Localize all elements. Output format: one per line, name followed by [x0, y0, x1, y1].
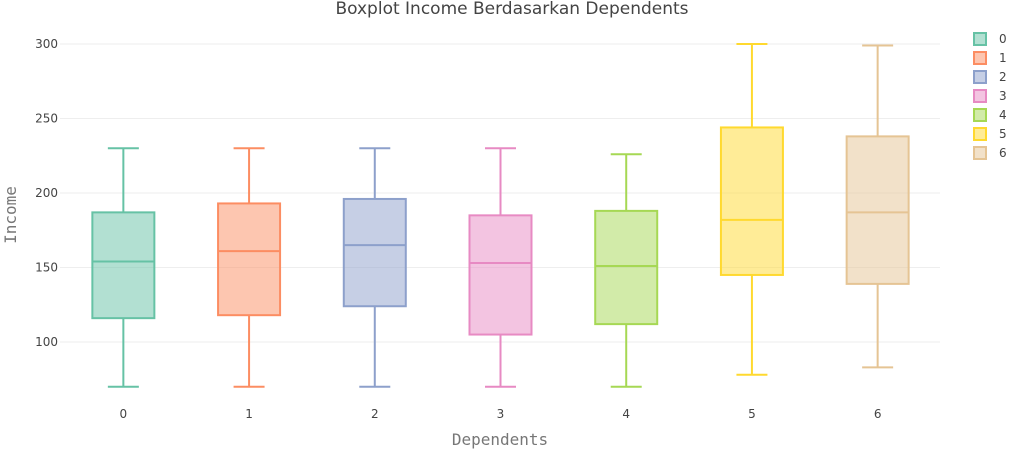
x-tick-label: 3 [497, 407, 505, 421]
iqr-box [594, 209, 659, 326]
y-tick-label: 150 [35, 261, 58, 275]
iqr-box [91, 211, 156, 320]
x-tick-label: 4 [622, 407, 630, 421]
iqr-box [468, 214, 533, 336]
y-tick-label: 250 [35, 112, 58, 126]
legend-label: 3 [999, 89, 1007, 103]
chart-title: Boxplot Income Berdasarkan Dependents [335, 0, 688, 19]
box-6 [845, 44, 910, 369]
legend-swatch [973, 127, 987, 141]
y-axis-title: Income [1, 186, 20, 244]
legend-label: 5 [999, 127, 1007, 141]
legend-swatch [973, 146, 987, 160]
legend-swatch [973, 89, 987, 103]
x-tick-label: 2 [371, 407, 379, 421]
y-tick-label: 100 [35, 335, 58, 349]
box-5 [719, 43, 784, 376]
y-tick-label: 300 [35, 37, 58, 51]
legend-item-1[interactable]: 1 [973, 51, 1007, 65]
box-2 [342, 147, 407, 388]
box-1 [217, 147, 282, 388]
box-0 [91, 147, 156, 388]
iqr-box [845, 135, 910, 285]
legend: 0 1 2 3 4 5 6 [973, 32, 1007, 160]
legend-label: 1 [999, 51, 1007, 65]
legend-label: 4 [999, 108, 1007, 122]
x-axis-ticks: 0 1 2 3 4 5 6 [120, 407, 882, 421]
boxes [91, 43, 910, 388]
x-axis-title: Dependents [452, 430, 548, 449]
legend-item-3[interactable]: 3 [973, 89, 1007, 103]
y-axis-ticks: 100 150 200 250 300 [35, 37, 58, 349]
legend-label: 0 [999, 32, 1007, 46]
box-4 [594, 153, 659, 388]
legend-item-4[interactable]: 4 [973, 108, 1007, 122]
iqr-box [342, 197, 407, 308]
box-3 [468, 147, 533, 388]
x-tick-label: 5 [748, 407, 756, 421]
legend-swatch [973, 70, 987, 84]
legend-item-6[interactable]: 6 [973, 146, 1007, 160]
iqr-box [217, 202, 282, 317]
legend-swatch [973, 51, 987, 65]
legend-swatch [973, 108, 987, 122]
x-tick-label: 6 [874, 407, 882, 421]
legend-item-0[interactable]: 0 [973, 32, 1007, 46]
legend-label: 2 [999, 70, 1007, 84]
x-tick-label: 1 [245, 407, 253, 421]
legend-item-5[interactable]: 5 [973, 127, 1007, 141]
legend-swatch [973, 32, 987, 46]
legend-item-2[interactable]: 2 [973, 70, 1007, 84]
y-tick-label: 200 [35, 186, 58, 200]
x-tick-label: 0 [120, 407, 128, 421]
legend-label: 6 [999, 146, 1007, 160]
iqr-box [719, 126, 784, 276]
